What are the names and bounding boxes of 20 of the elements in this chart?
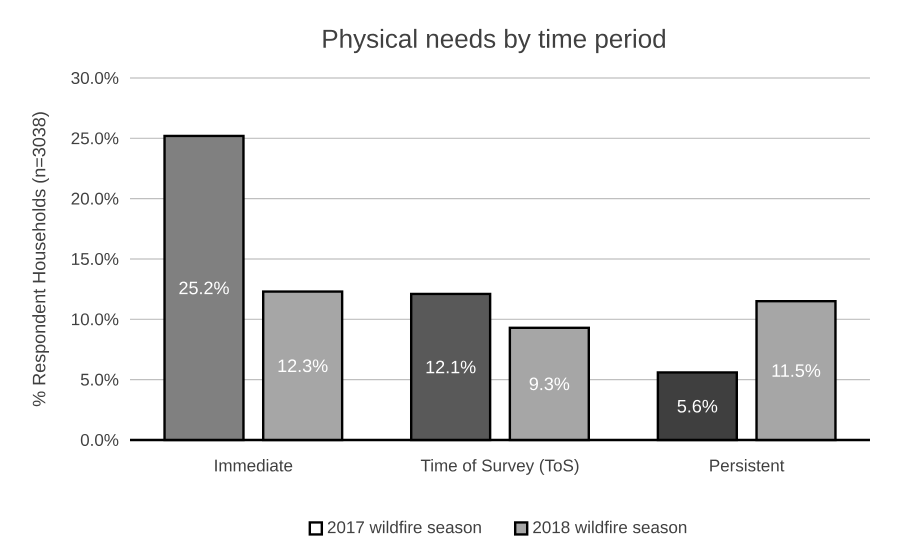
x-tick-label: Time of Survey (ToS) (420, 459, 578, 475)
y-tick-label: 5.0% (80, 374, 118, 386)
y-tick-label: 10.0% (72, 313, 118, 326)
chart-title: Physical needs by time period (323, 28, 665, 54)
legend-label: 2017 wildfire season (328, 520, 481, 534)
x-tick-label: Immediate (215, 459, 292, 472)
y-tick-label: 0.0% (80, 434, 118, 446)
x-tick-label: Persistent (710, 459, 784, 472)
y-axis-title: % Respondent Households (n=3038) (32, 112, 49, 406)
y-tick-label: 20.0% (72, 192, 118, 205)
data-label: 5.6% (678, 400, 718, 413)
legend-label: 2018 wildfire season (533, 520, 686, 534)
data-label: 12.3% (278, 359, 328, 372)
y-tick-label: 25.0% (72, 132, 118, 144)
data-label: 9.3% (530, 377, 570, 390)
y-tick-label: 15.0% (72, 252, 118, 265)
data-label: 25.2% (179, 282, 229, 294)
data-label: 11.5% (772, 364, 820, 377)
y-tick-label: 30.0% (71, 72, 118, 84)
data-label: 12.1% (426, 360, 476, 374)
